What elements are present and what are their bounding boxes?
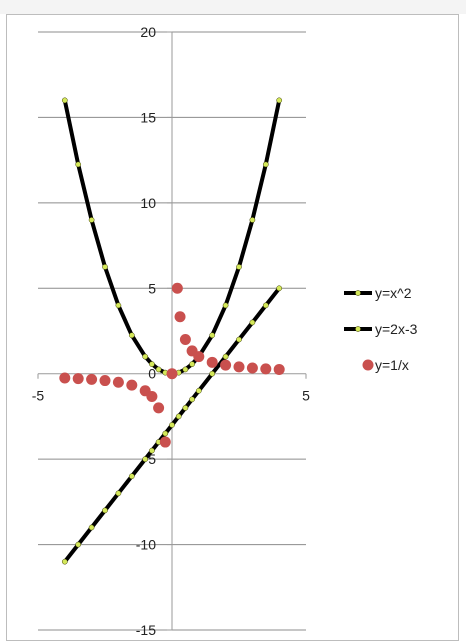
data-point xyxy=(195,387,202,394)
data-point xyxy=(179,334,191,346)
data-point xyxy=(233,361,245,373)
y-tick-label: 0 xyxy=(148,366,156,382)
data-point xyxy=(209,370,216,377)
data-point xyxy=(75,541,82,548)
data-point xyxy=(162,430,169,437)
legend-label: y=2x-3 xyxy=(375,321,418,337)
x-tick-label: 5 xyxy=(302,388,310,404)
data-point xyxy=(115,490,122,497)
data-point xyxy=(246,362,258,374)
data-point xyxy=(75,161,82,168)
data-point xyxy=(153,402,165,414)
data-point xyxy=(169,422,175,428)
data-point xyxy=(175,413,182,420)
legend-item: y=1/x xyxy=(362,357,409,373)
data-point xyxy=(236,264,242,270)
data-point xyxy=(249,319,256,326)
data-point xyxy=(174,311,186,323)
data-point xyxy=(61,97,68,104)
data-point xyxy=(182,366,189,373)
data-point xyxy=(102,507,108,514)
data-point xyxy=(182,405,189,411)
data-point xyxy=(88,217,95,223)
data-point xyxy=(149,447,155,454)
data-point xyxy=(171,282,183,294)
data-point xyxy=(273,363,285,375)
y-tick-label: 5 xyxy=(148,280,156,296)
data-point xyxy=(260,363,272,375)
page-strip xyxy=(0,0,466,14)
data-point xyxy=(249,217,256,223)
data-point xyxy=(220,359,232,371)
axes xyxy=(37,31,307,631)
data-point xyxy=(72,373,84,385)
data-point xyxy=(236,336,242,343)
data-point xyxy=(189,361,195,367)
legend-item: y=2x-3 xyxy=(344,321,418,337)
y-tick-label: 20 xyxy=(140,24,156,40)
data-point xyxy=(61,558,68,565)
data-point xyxy=(189,396,195,403)
data-point xyxy=(88,524,95,531)
data-point xyxy=(128,473,135,480)
series-group xyxy=(59,97,285,565)
data-point xyxy=(142,353,149,360)
legend-label: y=x^2 xyxy=(375,285,412,301)
chart-frame xyxy=(6,14,459,641)
legend-marker-swatch xyxy=(362,359,374,371)
y-tick-label: -15 xyxy=(136,622,156,638)
legend-marker-swatch xyxy=(355,290,361,296)
data-point xyxy=(86,373,98,385)
y-tick-label: -10 xyxy=(136,537,156,553)
legend-label: y=1/x xyxy=(375,357,409,373)
legend-marker-swatch xyxy=(355,326,361,332)
data-point xyxy=(166,368,178,380)
legend: y=x^2 y=2x-3 y=1/x xyxy=(344,285,418,373)
data-point xyxy=(222,353,229,360)
data-point xyxy=(276,285,283,292)
data-point xyxy=(206,356,218,368)
data-point xyxy=(126,379,138,391)
y-tick-label: 10 xyxy=(140,195,156,211)
data-point xyxy=(262,302,269,309)
series-2 xyxy=(59,282,285,448)
data-point xyxy=(99,375,111,387)
data-point xyxy=(193,351,205,363)
data-point xyxy=(102,264,108,270)
legend-item: y=x^2 xyxy=(344,285,412,301)
data-point xyxy=(146,390,158,402)
x-tick-label: -5 xyxy=(32,388,45,404)
y-tick-label: 15 xyxy=(140,109,156,125)
data-point xyxy=(59,372,71,384)
data-point xyxy=(149,361,155,367)
data-point xyxy=(222,302,229,309)
data-point xyxy=(209,332,216,339)
data-point xyxy=(128,332,135,339)
data-point xyxy=(262,161,269,168)
data-point xyxy=(112,376,124,388)
data-point xyxy=(155,366,162,373)
series-1 xyxy=(61,285,283,565)
data-point xyxy=(115,302,122,309)
data-point xyxy=(142,456,149,462)
data-point xyxy=(159,436,171,448)
data-point xyxy=(276,97,283,104)
